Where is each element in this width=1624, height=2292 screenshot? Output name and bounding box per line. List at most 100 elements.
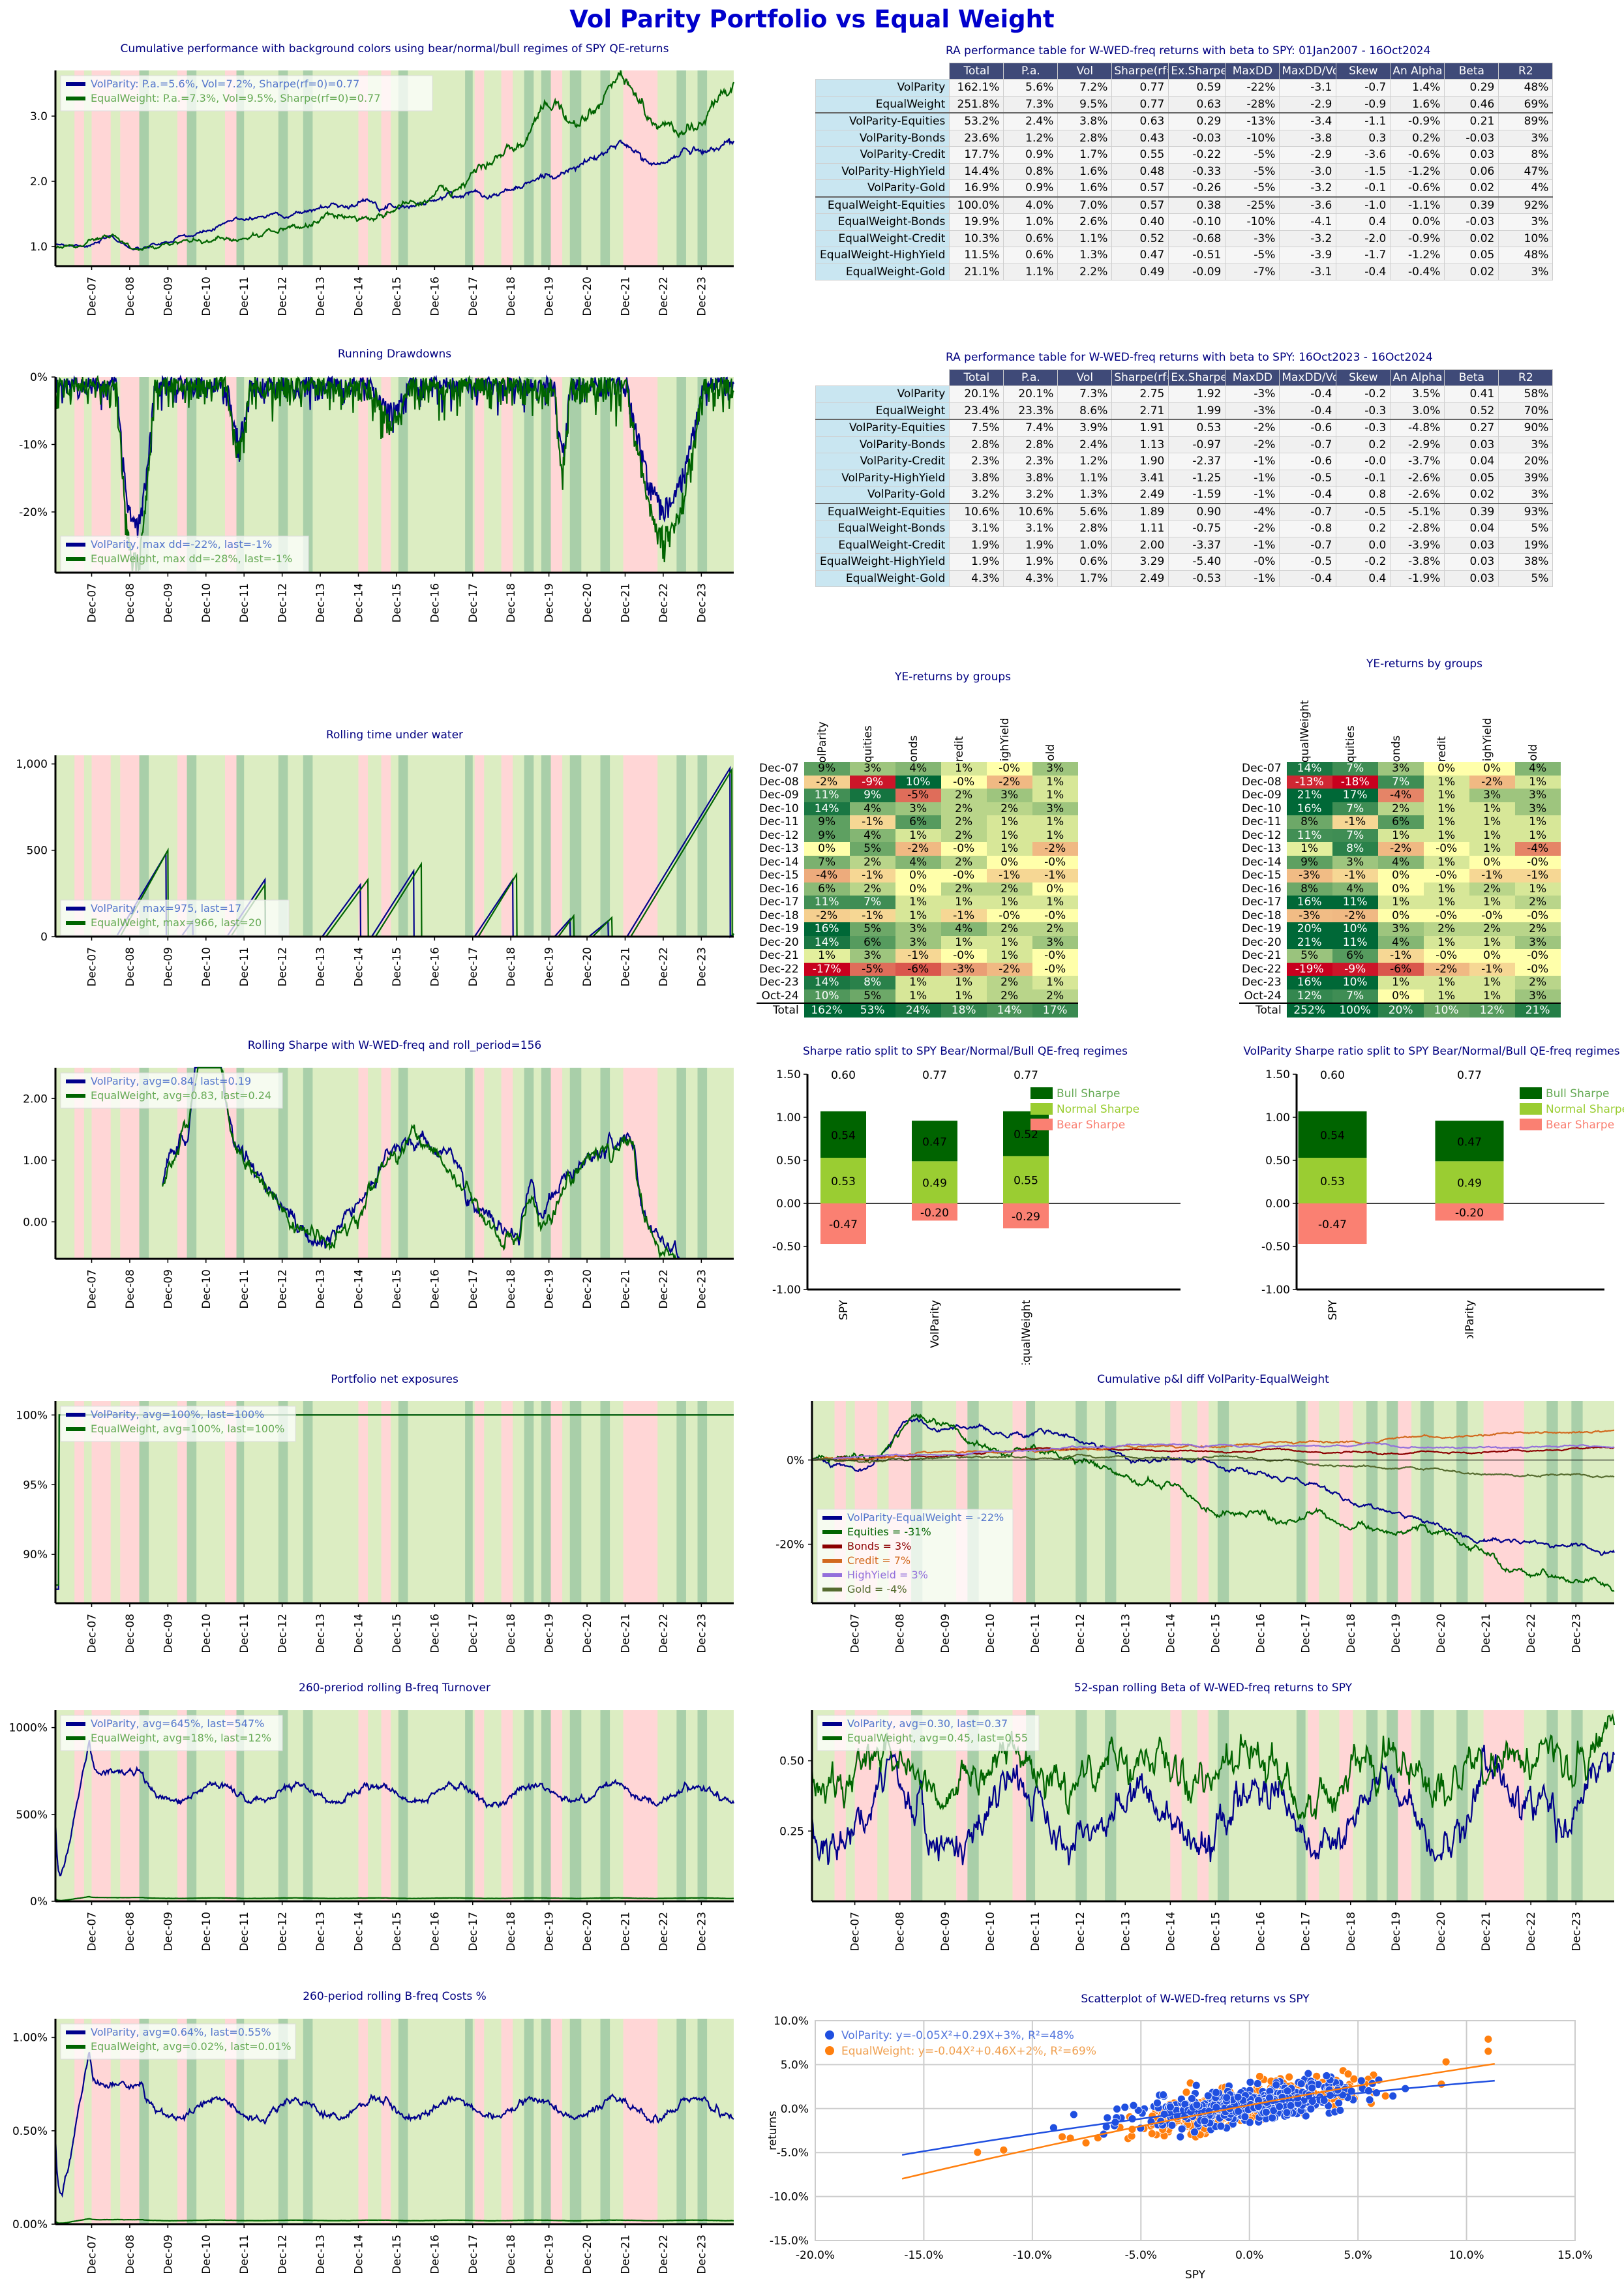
ra-cell: 0.29 bbox=[1444, 79, 1499, 97]
ra-cell: 3% bbox=[1498, 263, 1554, 280]
ra-column-header: Vol bbox=[1057, 63, 1113, 80]
ra-cell: 3.41 bbox=[1111, 469, 1169, 487]
ra-cell: -0.51 bbox=[1168, 247, 1226, 264]
y-tick-label: 0.25 bbox=[779, 1825, 804, 1838]
heatmap-cell: -1% bbox=[849, 869, 895, 882]
bear-regime-band bbox=[1012, 1710, 1027, 1901]
bar-normal-sharpe bbox=[1435, 1161, 1504, 1203]
x-tick-label: Dec-15 bbox=[391, 2235, 404, 2274]
heatmap-cell: 1% bbox=[895, 828, 941, 842]
heatmap-cell: 2% bbox=[1377, 802, 1424, 815]
ra-row-label: EqualWeight-Credit bbox=[815, 536, 950, 554]
ra-cell: 0.21 bbox=[1444, 112, 1499, 130]
legend-swatch bbox=[1030, 1103, 1053, 1115]
ra-cell: -0.7 bbox=[1279, 536, 1337, 554]
legend-entry: VolParity-EqualWeight = -22% bbox=[847, 1511, 1004, 1524]
ra-cell: 0.4 bbox=[1336, 213, 1391, 231]
normal-regime-band bbox=[569, 755, 582, 937]
heatmap-row: Dec-08 -13% -18% 7% 1% -2% 1% bbox=[1239, 775, 1561, 789]
chart-title: Sharpe ratio split to SPY Bear/Normal/Bu… bbox=[803, 1045, 1128, 1058]
ra-cell: -0.6% bbox=[1390, 179, 1445, 197]
heatmap-cell: -0% bbox=[940, 842, 987, 856]
x-tick-label: Dec-21 bbox=[619, 277, 632, 316]
heatmap-cell: 7% bbox=[1332, 828, 1378, 842]
normal-regime-band bbox=[676, 1710, 686, 1901]
x-tick-label: Dec-23 bbox=[695, 2235, 708, 2274]
x-tick-label: Dec-09 bbox=[939, 1912, 952, 1952]
heatmap-row: Dec-09 11% 9% -5% 2% 3% 1% bbox=[757, 789, 1078, 802]
legend-entry: Gold = -4% bbox=[847, 1583, 907, 1595]
legend-entry: VolParity: y=-0.05X²+0.29X+3%, R²=48% bbox=[841, 2029, 1074, 2042]
heatmap-cell: -6% bbox=[895, 962, 941, 976]
heatmap-cell: 14% bbox=[804, 935, 850, 949]
ra-cell: 7.3% bbox=[1057, 385, 1113, 403]
heatmap-cell: 3% bbox=[1514, 789, 1561, 802]
ra-cell: -0.7 bbox=[1279, 502, 1337, 520]
ra-cell: 0.63 bbox=[1111, 112, 1169, 130]
normal-regime-band bbox=[524, 1068, 534, 1259]
heatmap-cell: 7% bbox=[804, 855, 850, 869]
heatmap-cell: 3% bbox=[849, 762, 895, 776]
ra-cell: -0.6 bbox=[1279, 453, 1337, 470]
x-tick-label: Dec-20 bbox=[581, 277, 594, 316]
heatmap-year-label: Dec-14 bbox=[757, 855, 804, 869]
ra-cell: -4.8% bbox=[1390, 419, 1445, 437]
dd-svg: Running Drawdowns 0% -10% -20% Dec-07 Dec-08 D… bbox=[19, 348, 735, 623]
legend-swatch bbox=[1030, 1119, 1053, 1130]
bear-regime-band bbox=[474, 70, 485, 266]
heatmap-cell: 2% bbox=[940, 882, 987, 896]
normal-regime-band bbox=[600, 2019, 610, 2224]
x-tick-label: Dec-21 bbox=[1480, 1614, 1493, 1653]
heatmap-cell: 11% bbox=[1332, 935, 1378, 949]
heatmap-cell: 1% bbox=[986, 815, 1032, 829]
heatmap-cell: 1% bbox=[895, 989, 941, 1003]
normal-regime-band bbox=[541, 1710, 551, 1901]
series-line-volparity bbox=[811, 1744, 1616, 1865]
bar-label: -0.47 bbox=[1318, 1218, 1347, 1231]
y-axis-label: returns bbox=[766, 2111, 779, 2150]
normal-regime-band bbox=[697, 2019, 708, 2224]
bar-label: 0.54 bbox=[831, 1129, 856, 1142]
bear-regime-band bbox=[501, 2019, 513, 2224]
bar-bull-sharpe bbox=[820, 1111, 866, 1158]
ra-cell: -1.9% bbox=[1390, 569, 1445, 587]
heatmap-cell: -2% bbox=[895, 842, 941, 856]
ra-cell: -0% bbox=[1225, 553, 1280, 571]
ra-cell: 4% bbox=[1498, 179, 1554, 197]
x-tick-label: Dec-17 bbox=[467, 583, 480, 623]
x-tick-label: Dec-08 bbox=[124, 947, 137, 987]
heatmap-cell: 4% bbox=[1514, 762, 1561, 776]
x-tick-label: Dec-12 bbox=[277, 277, 290, 316]
y-tick-label: 0.50 bbox=[1265, 1154, 1290, 1168]
bear-regime-band bbox=[501, 755, 513, 937]
pnl-diff-chart: Cumulative p&l diff VolParity-EqualWeigh… bbox=[757, 1370, 1624, 1683]
ra-cell: 0.46 bbox=[1444, 95, 1499, 113]
bear-regime-band bbox=[74, 377, 84, 573]
volparity-sharpe-split-chart: VolParity Sharpe ratio split to SPY Bear… bbox=[1239, 1038, 1624, 1348]
ra-cell: 1.9% bbox=[949, 536, 1004, 554]
ra-cell: -0.3 bbox=[1336, 402, 1391, 420]
ra-cell: -2% bbox=[1225, 419, 1280, 437]
ra-cell: 1.92 bbox=[1168, 385, 1226, 403]
chart-title: Cumulative p&l diff VolParity-EqualWeigh… bbox=[1097, 1373, 1329, 1386]
x-tick-label: -15.0% bbox=[904, 2249, 943, 2262]
bear-regime-band bbox=[550, 70, 563, 266]
x-tick-label: Dec-23 bbox=[695, 583, 708, 623]
x-tick-label: Dec-13 bbox=[314, 1269, 327, 1309]
normal-regime-band bbox=[1546, 1710, 1558, 1901]
ra-cell: -3.1 bbox=[1279, 79, 1337, 97]
ra-cell: 0.02 bbox=[1444, 230, 1499, 247]
chart-title: Running Drawdowns bbox=[338, 348, 451, 361]
bar-bear-sharpe bbox=[1298, 1203, 1367, 1244]
heatmap-cell: -0% bbox=[1423, 869, 1469, 882]
ra-cell: 93% bbox=[1498, 502, 1554, 520]
ra-row-label: VolParity-Credit bbox=[815, 453, 950, 470]
heatmap-row: Dec-23 14% 8% 1% 1% 2% 1% bbox=[757, 976, 1078, 989]
heatmap-cell: 1% bbox=[1514, 815, 1561, 829]
x-tick-label: Dec-19 bbox=[543, 583, 556, 623]
sharpe_split1-svg: Sharpe ratio split to SPY Bear/Normal/Bu… bbox=[772, 1045, 1180, 1370]
x-tick-label: Dec-16 bbox=[429, 947, 442, 987]
ra-cell: 0.39 bbox=[1444, 196, 1499, 214]
ra-cell: -2.9% bbox=[1390, 436, 1445, 453]
ra-cell: -3.37 bbox=[1168, 536, 1226, 554]
